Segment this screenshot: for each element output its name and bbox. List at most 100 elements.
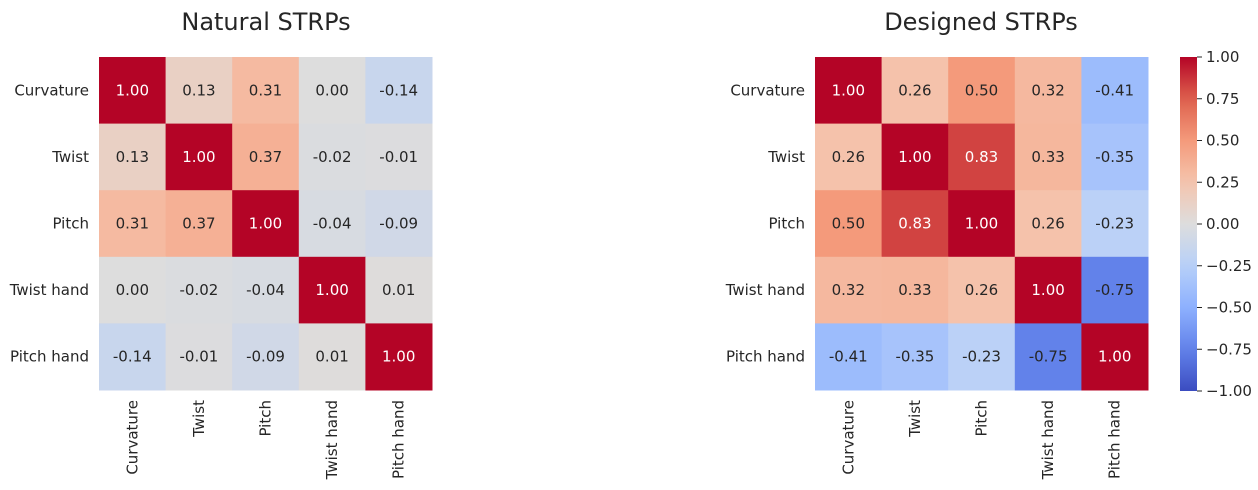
x-tick-label: Pitch hand <box>1106 400 1124 479</box>
heatmap-cell <box>298 256 366 324</box>
cell-value-label: -0.01 <box>379 148 418 166</box>
cell-value-label: -0.02 <box>313 148 352 166</box>
heatmap-cell <box>298 57 366 125</box>
heatmap-cell <box>1014 123 1082 191</box>
heatmap-cell <box>881 190 949 258</box>
heatmap-cell <box>165 190 233 258</box>
heatmap-cell <box>1014 323 1082 391</box>
cell-value-label: -0.75 <box>1029 348 1068 366</box>
heatmap-cell <box>365 190 433 258</box>
colorbar-gradient <box>1180 57 1197 391</box>
heatmap-cell <box>298 323 366 391</box>
heatmap-cell <box>99 190 167 258</box>
cell-value-label: 0.01 <box>315 348 348 366</box>
cell-value-label: -0.41 <box>1095 81 1134 99</box>
y-tick-label: Twist <box>767 148 805 166</box>
heatmap-cell <box>881 123 949 191</box>
chart-title: Natural STRPs <box>181 8 350 36</box>
cell-value-label: 1.00 <box>1031 281 1064 299</box>
cell-value-label: 1.00 <box>315 281 348 299</box>
heatmap-cell <box>815 123 883 191</box>
cell-value-label: 0.37 <box>182 215 215 233</box>
heatmap-cell <box>815 256 883 324</box>
heatmap-cell <box>232 323 300 391</box>
x-tick-label: Twist <box>190 400 208 438</box>
x-tick-label: Twist hand <box>1039 400 1057 480</box>
cell-value-label: -0.09 <box>379 215 418 233</box>
cell-value-label: 0.00 <box>315 81 348 99</box>
heatmap-cell <box>99 57 167 125</box>
heatmap-cell <box>365 323 433 391</box>
heatmap-cell <box>365 123 433 191</box>
heatmap-cell <box>815 323 883 391</box>
cell-value-label: 0.50 <box>832 215 865 233</box>
cell-value-label: 0.13 <box>116 148 149 166</box>
cell-value-label: -0.02 <box>179 281 218 299</box>
cell-value-label: 1.00 <box>1098 348 1131 366</box>
heatmap-cell <box>1081 57 1149 125</box>
cell-value-label: 0.26 <box>965 281 998 299</box>
x-tick-label: Pitch <box>973 400 991 437</box>
cell-value-label: -0.41 <box>829 348 868 366</box>
cell-value-label: 0.50 <box>965 81 998 99</box>
colorbar-tick-label: 1.00 <box>1206 48 1239 66</box>
cell-value-label: 0.31 <box>249 81 282 99</box>
heatmap-cell <box>948 123 1016 191</box>
y-tick-label: Twist <box>51 148 89 166</box>
cell-value-label: 1.00 <box>182 148 215 166</box>
cell-value-label: 0.83 <box>965 148 998 166</box>
cell-value-label: 1.00 <box>832 81 865 99</box>
heatmap-cell <box>99 123 167 191</box>
heatmap-cell <box>1014 256 1082 324</box>
heatmap-cell <box>165 323 233 391</box>
heatmap-cell <box>1081 123 1149 191</box>
cell-value-label: -0.35 <box>1095 148 1134 166</box>
colorbar-tick-label: −0.25 <box>1206 257 1252 275</box>
y-tick-label: Twist hand <box>9 281 89 299</box>
heatmap-cell <box>1081 256 1149 324</box>
heatmap-cell <box>815 57 883 125</box>
colorbar-tick-label: 0.25 <box>1206 173 1239 191</box>
cell-value-label: 0.33 <box>1031 148 1064 166</box>
heatmap-cell <box>948 190 1016 258</box>
heatmap-cell <box>298 190 366 258</box>
x-tick-label: Pitch <box>257 400 275 437</box>
heatmap-cell <box>298 123 366 191</box>
cell-value-label: 0.32 <box>832 281 865 299</box>
cell-value-label: -0.01 <box>179 348 218 366</box>
heatmap-cell <box>1014 190 1082 258</box>
cell-value-label: -0.75 <box>1095 281 1134 299</box>
colorbar-tick-label: 0.00 <box>1206 215 1239 233</box>
cell-value-label: -0.23 <box>962 348 1001 366</box>
x-tick-label: Pitch hand <box>390 400 408 479</box>
heatmap-cell <box>165 256 233 324</box>
heatmap-cell <box>1081 190 1149 258</box>
colorbar-tick-label: −0.50 <box>1206 299 1252 317</box>
cell-value-label: 1.00 <box>382 348 415 366</box>
colorbar: 1.00 0.75 0.50 0.25 0.00 −0.25 −0.50 −0.75 −1.00 <box>1180 48 1252 400</box>
cell-value-label: 1.00 <box>116 81 149 99</box>
cell-value-label: 0.37 <box>249 148 282 166</box>
colorbar-tick-label: 0.75 <box>1206 90 1239 108</box>
cell-value-label: 0.26 <box>832 148 865 166</box>
heatmap-cell <box>1014 57 1082 125</box>
chart-title: Designed STRPs <box>884 8 1078 36</box>
cell-value-label: 1.00 <box>965 215 998 233</box>
heatmap-natural: Natural STRPs 1.00 0.13 0.31 0.00 -0.14 0.13 1… <box>9 8 433 480</box>
cell-value-label: 0.13 <box>182 81 215 99</box>
heatmap-cell <box>881 323 949 391</box>
heatmap-cell <box>1081 323 1149 391</box>
cell-value-label: -0.14 <box>379 81 418 99</box>
heatmap-cell <box>881 57 949 125</box>
heatmap-cell <box>232 57 300 125</box>
cell-value-label: 0.31 <box>116 215 149 233</box>
y-tick-label: Pitch <box>768 215 805 233</box>
y-tick-label: Curvature <box>14 81 89 99</box>
y-tick-label: Pitch hand <box>726 348 805 366</box>
heatmap-cell <box>232 123 300 191</box>
cell-value-label: 0.26 <box>1031 215 1064 233</box>
cell-value-label: 1.00 <box>898 148 931 166</box>
colorbar-tick-label: −0.75 <box>1206 340 1252 358</box>
heatmap-cell <box>948 256 1016 324</box>
